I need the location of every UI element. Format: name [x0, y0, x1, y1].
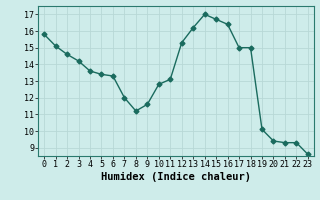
X-axis label: Humidex (Indice chaleur): Humidex (Indice chaleur) — [101, 172, 251, 182]
